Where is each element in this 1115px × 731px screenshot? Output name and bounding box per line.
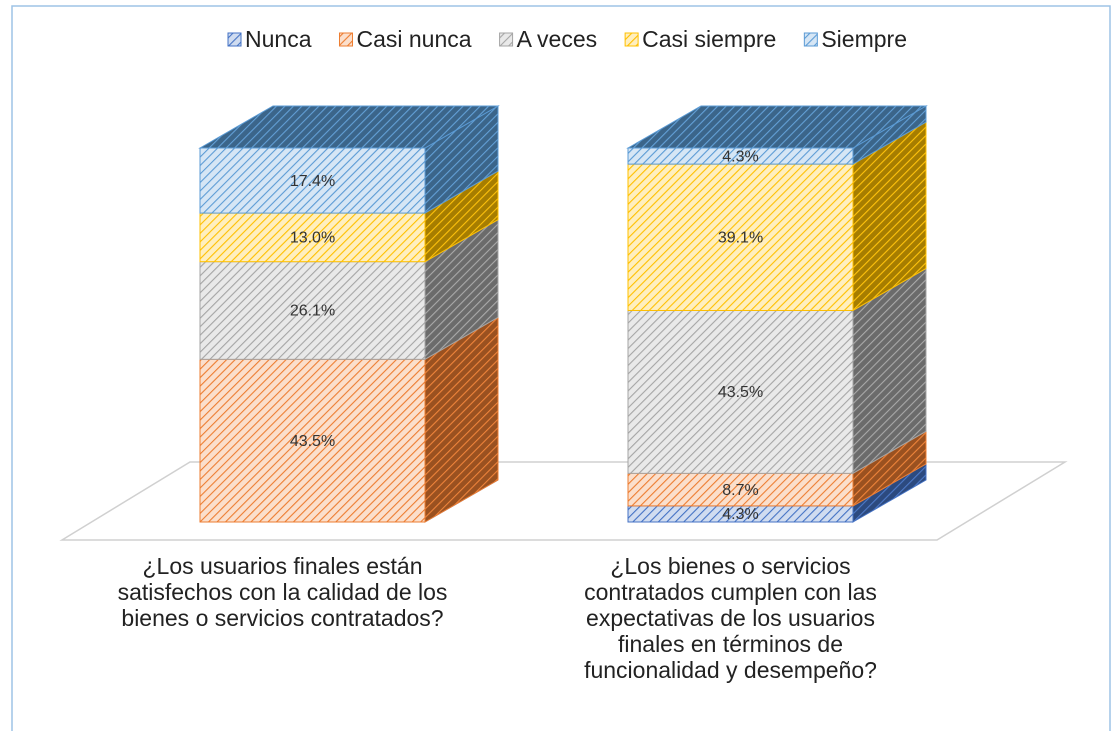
data-label: 17.4% <box>290 173 335 190</box>
bar-segment <box>627 430 927 507</box>
data-label: 4.3% <box>722 148 758 165</box>
bar-segment <box>627 121 927 312</box>
bar-front <box>627 309 854 474</box>
data-label: 4.3% <box>722 506 758 523</box>
data-label: 26.1% <box>290 303 335 320</box>
bar-top <box>198 105 500 149</box>
category-label: ¿Los bienes o servicios contratados cump… <box>584 553 877 683</box>
bar-segment <box>199 218 499 361</box>
legend-swatch <box>499 32 514 47</box>
bar-top <box>626 105 928 149</box>
bar-segment <box>199 316 499 523</box>
data-label: 39.1% <box>718 230 763 247</box>
bar-front <box>627 163 854 311</box>
legend-label: Casi nunca <box>356 26 471 52</box>
legend: Nunca Casi nunca A veces Casi siempre Siempr… <box>227 26 907 52</box>
legend-swatch <box>624 32 639 47</box>
data-label: 43.5% <box>718 384 763 401</box>
legend-label: Nunca <box>245 26 312 52</box>
legend-swatch <box>227 32 242 47</box>
bar-segment <box>199 170 499 263</box>
legend-label: Siempre <box>821 26 907 52</box>
bar-segment <box>627 463 927 523</box>
legend-label: Casi siempre <box>642 26 776 52</box>
bar-segment <box>627 267 927 475</box>
legend-swatch <box>338 32 353 47</box>
legend-label: A veces <box>517 26 598 52</box>
bar-segment <box>199 105 499 214</box>
bar-segment <box>627 105 927 165</box>
legend-swatch <box>803 32 818 47</box>
bar-front <box>199 212 426 263</box>
data-label: 13.0% <box>290 230 335 247</box>
bar-front <box>199 358 426 523</box>
bar-front <box>199 147 426 214</box>
chart-border <box>11 5 1111 731</box>
bar-front <box>627 472 854 507</box>
data-label: 8.7% <box>722 482 758 499</box>
data-label: 43.5% <box>290 433 335 450</box>
category-label: ¿Los usuarios finales están satisfechos … <box>117 553 448 631</box>
